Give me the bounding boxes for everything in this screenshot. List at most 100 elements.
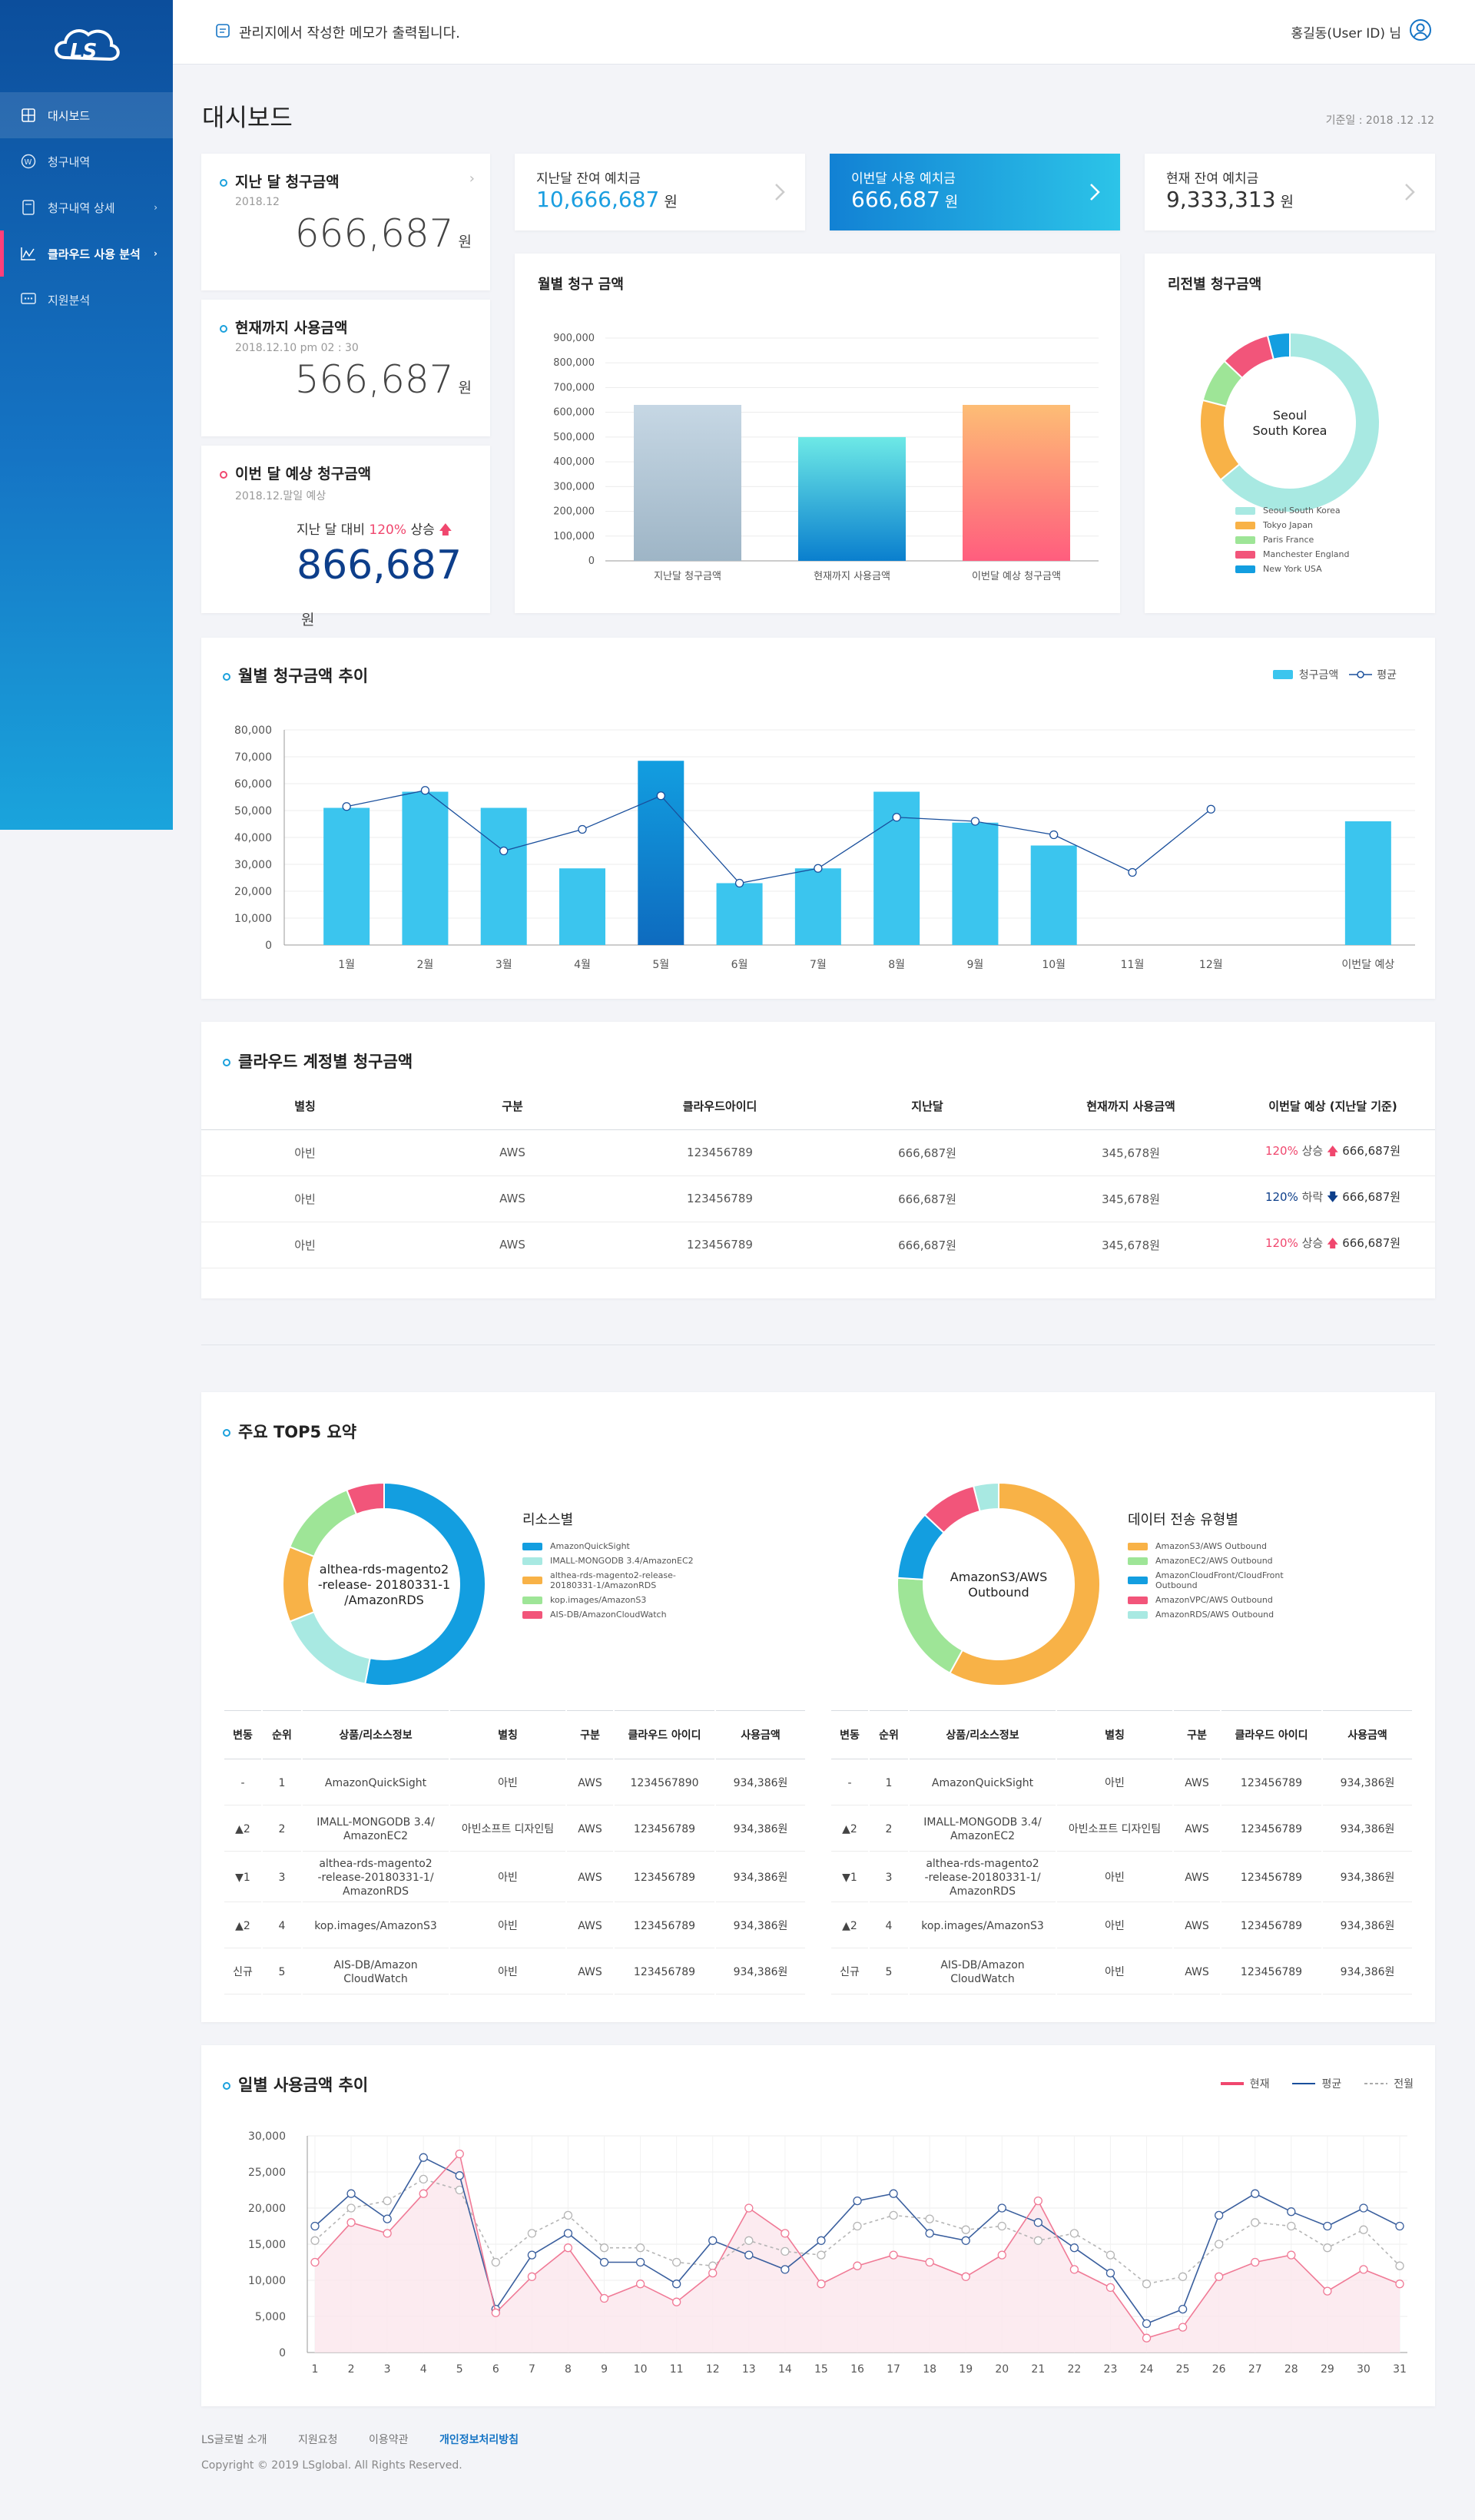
footer-link-privacy[interactable]: 개인정보처리방침: [439, 2434, 519, 2446]
footer-link-terms[interactable]: 이용약관: [368, 2434, 409, 2446]
x-tick-label: 이번달 예상: [1341, 959, 1394, 971]
prev-point: [1323, 2243, 1332, 2253]
deposit-card-remaining[interactable]: 현재 잔여 예치금 9,333,313 원: [1145, 154, 1435, 230]
x-tick-label: 19: [959, 2363, 973, 2376]
cell-id: 123456789: [1221, 1761, 1321, 1805]
sidebar-item-billing[interactable]: W 청구내역: [0, 138, 173, 184]
top-bar: 관리지에서 작성한 메모가 출력됩니다. 홍길동(User ID) 님: [173, 0, 1475, 65]
sidebar-item-support[interactable]: 지원분석: [0, 277, 173, 323]
cell-forecast: 120% 상승 🡅 666,687원: [1231, 1129, 1435, 1176]
prev-point: [853, 2221, 862, 2231]
cell-id: 123456789: [616, 1222, 824, 1268]
x-tick-label: 14: [778, 2363, 792, 2376]
current-point: [1359, 2265, 1368, 2274]
x-tick-label: 30: [1357, 2363, 1371, 2376]
x-tick-label: 현재까지 사용금액: [814, 571, 890, 582]
prev-point: [383, 2196, 392, 2206]
last-month-amount: 666,687 원: [220, 211, 472, 256]
legend-prev-swatch: [1364, 2083, 1388, 2084]
donut-center-label: Outbound: [968, 1585, 1029, 1600]
deposit-card-used[interactable]: 이번달 사용 예치금 666,687 원: [830, 154, 1120, 230]
legend-item: AmazonVPC/AWS Outbound: [1128, 1595, 1328, 1605]
cell-change: ▲2: [831, 1807, 868, 1852]
last-month-card[interactable]: 지난 달 청구금액 2018.12 › 666,687 원: [201, 154, 490, 290]
current-unit: 원: [458, 380, 472, 396]
table-row[interactable]: ▼1 3 althea-rds-magento2 -release-201803…: [831, 1853, 1412, 1902]
legend-swatch: [1128, 1610, 1148, 1619]
donut-slice: [972, 1481, 999, 1513]
legend-prev: 전월: [1394, 2078, 1414, 2091]
sidebar-item-dashboard[interactable]: 대시보드: [0, 92, 173, 138]
table-row[interactable]: 아빈 AWS 123456789 666,687원 345,678원 120% …: [201, 1222, 1435, 1268]
legend-item: IMALL-MONGODB 3.4/AmazonEC2: [522, 1556, 722, 1566]
cell-forecast: 120% 하락 🡇 666,687원: [1231, 1175, 1435, 1222]
prev-point: [310, 2236, 320, 2245]
legend-swatch: [1235, 506, 1255, 515]
table-row[interactable]: 신규 5 AIS-DB/Amazon CloudWatch 아빈 AWS 123…: [224, 1950, 805, 1994]
footer-link-support[interactable]: 지원요청: [298, 2434, 338, 2446]
cell-type: AWS: [567, 1904, 613, 1948]
deposit-unit: 원: [944, 194, 959, 211]
cell-alias: 아빈: [450, 1853, 565, 1902]
arrow-up-icon: 🡅: [1327, 1144, 1339, 1158]
sidebar-item-billing-detail[interactable]: 청구내역 상세 ›: [0, 184, 173, 230]
sidebar-item-cloud-analysis[interactable]: 클라우드 사용 분석 ›: [0, 230, 173, 277]
legend-swatch: [1128, 1542, 1148, 1550]
legend-item: AmazonCloudFront/CloudFront Outbound: [1128, 1570, 1328, 1590]
x-tick-label: 12월: [1199, 959, 1223, 971]
arrow-down-icon: 🡇: [1327, 1190, 1339, 1204]
col-header: 클라우드 아이디: [1221, 1710, 1321, 1759]
ls-logo[interactable]: LS: [0, 0, 173, 92]
avg-point: [814, 864, 823, 873]
sidebar-item-label: 청구내역: [48, 154, 91, 169]
circle-icon: [220, 324, 227, 333]
table-row[interactable]: - 1 AmazonQuickSight 아빈 AWS 123456789 93…: [831, 1761, 1412, 1805]
x-tick-label: 15: [814, 2363, 828, 2376]
col-header: 순위: [870, 1710, 908, 1759]
resource-label: 리소스별: [522, 1512, 574, 1528]
table-row[interactable]: ▲2 4 kop.images/AmazonS3 아빈 AWS 12345678…: [224, 1904, 805, 1948]
table-row[interactable]: 아빈 AWS 123456789 666,687원 345,678원 120% …: [201, 1175, 1435, 1222]
current-point: [346, 2218, 356, 2227]
prev-point: [599, 2243, 609, 2253]
col-header: 구분: [567, 1710, 613, 1759]
table-row[interactable]: ▲2 4 kop.images/AmazonS3 아빈 AWS 12345678…: [831, 1904, 1412, 1948]
legend-item: althea-rds-magento2-release- 20180331-1/…: [522, 1570, 722, 1590]
chevron-right-icon: [1404, 183, 1415, 204]
avg-point: [997, 2203, 1006, 2213]
table-row[interactable]: 아빈 AWS 123456789 666,687원 345,678원 120% …: [201, 1129, 1435, 1176]
legend-item: Tokyo Japan: [1235, 520, 1349, 530]
footer-link-about[interactable]: LS글로벌 소개: [201, 2434, 267, 2446]
region-title: 리전별 청구금액: [1168, 277, 1262, 293]
table-row[interactable]: 신규 5 AIS-DB/Amazon CloudWatch 아빈 AWS 123…: [831, 1950, 1412, 1994]
region-legend: Seoul South Korea Tokyo Japan Paris France…: [1235, 506, 1349, 579]
table-row[interactable]: ▼1 3 althea-rds-magento2 -release-201803…: [224, 1853, 805, 1902]
x-tick-label: 12: [706, 2363, 720, 2376]
x-tick-label: 18: [923, 2363, 936, 2376]
table-row[interactable]: ▲2 2 IMALL-MONGODB 3.4/ AmazonEC2 아빈소프트 …: [831, 1807, 1412, 1852]
cell-change: 신규: [224, 1950, 261, 1994]
base-date: 기준일 : 2018 .12 .12: [1325, 114, 1434, 127]
bar: [559, 868, 605, 945]
col-header: 별칭: [201, 1083, 409, 1130]
current-point: [383, 2229, 392, 2238]
table-header-row: 별칭 구분 클라우드아이디 지난달 현재까지 사용금액 이번달 예상 (지난달 …: [201, 1083, 1435, 1130]
x-tick-label: 8: [565, 2363, 572, 2376]
legend-label: AmazonEC2/AWS Outbound: [1155, 1556, 1273, 1566]
trend-title: 월별 청구금액 추이: [238, 667, 369, 685]
table-row[interactable]: ▲2 2 IMALL-MONGODB 3.4/ AmazonEC2 아빈소프트 …: [224, 1807, 805, 1852]
avg-point: [1287, 2207, 1296, 2217]
forecast-compare: 지난 달 대비 120% 상승 🡅: [220, 519, 472, 542]
current-usage-card: 현재까지 사용금액 2018.12.10 pm 02 : 30 566,687 원: [201, 300, 490, 436]
cell-product: IMALL-MONGODB 3.4/ AmazonEC2: [910, 1807, 1056, 1852]
user-menu[interactable]: 홍길동(User ID) 님: [1291, 18, 1432, 45]
deposit-label: 지난달 잔여 예치금: [536, 171, 641, 187]
legend-label: AIS-DB/AmazonCloudWatch: [550, 1610, 667, 1620]
legend-item: kop.images/AmazonS3: [522, 1595, 722, 1605]
cell-alias: 아빈: [450, 1904, 565, 1948]
table-row[interactable]: - 1 AmazonQuickSight 아빈 AWS 1234567890 9…: [224, 1761, 805, 1805]
deposit-card-last[interactable]: 지난달 잔여 예치금 10,666,687 원: [515, 154, 805, 230]
prev-point: [1033, 2236, 1042, 2245]
prev-point: [635, 2243, 645, 2253]
